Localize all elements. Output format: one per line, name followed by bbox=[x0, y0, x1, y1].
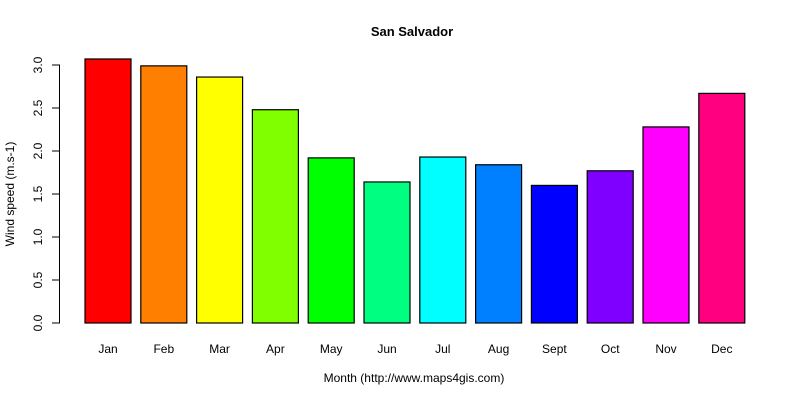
bar-jan bbox=[84, 58, 132, 324]
x-tick-label: May bbox=[320, 342, 343, 356]
bar-jun bbox=[363, 181, 411, 324]
y-tick-label: 1.5 bbox=[31, 185, 45, 202]
bar-aug bbox=[475, 164, 523, 324]
bar-feb bbox=[140, 65, 188, 324]
x-axis-label: Month (http://www.maps4gis.com) bbox=[324, 371, 505, 385]
bar-may bbox=[307, 157, 355, 324]
x-tick-label: Sept bbox=[542, 342, 567, 356]
x-tick-label: Feb bbox=[153, 342, 174, 356]
x-tick-label: Nov bbox=[655, 342, 676, 356]
y-tick-label: 2.5 bbox=[31, 99, 45, 116]
y-tick-label: 2.0 bbox=[31, 142, 45, 159]
bars bbox=[84, 58, 746, 324]
chart-title: San Salvador bbox=[371, 24, 453, 39]
x-tick-label: Aug bbox=[488, 342, 509, 356]
x-tick-label: Jul bbox=[435, 342, 450, 356]
bar-dec bbox=[698, 92, 746, 324]
bar-oct bbox=[586, 170, 634, 324]
y-tick-label: 0.0 bbox=[31, 314, 45, 331]
x-tick-label: Jun bbox=[377, 342, 396, 356]
y-axis-label: Wind speed (m.s-1) bbox=[3, 142, 17, 247]
x-tick-labels: Jan Feb Mar Apr May Jun Jul Aug Sept Oct Nov Dec bbox=[98, 342, 732, 356]
x-tick-label: Apr bbox=[266, 342, 285, 356]
bar-sept bbox=[530, 184, 579, 324]
x-tick-label: Jan bbox=[98, 342, 117, 356]
x-tick-label: Oct bbox=[601, 342, 620, 356]
x-tick-label: Dec bbox=[711, 342, 732, 356]
bar-apr bbox=[251, 109, 299, 324]
y-tick-label: 3.0 bbox=[31, 56, 45, 73]
bar-jul bbox=[419, 156, 467, 324]
bar-nov bbox=[642, 126, 690, 324]
x-tick-label: Mar bbox=[209, 342, 230, 356]
y-tick-label: 0.5 bbox=[31, 271, 45, 288]
y-axis: 0.0 0.5 1.0 1.5 2.0 2.5 3.0 bbox=[31, 56, 60, 331]
y-tick-label: 1.0 bbox=[31, 228, 45, 245]
bar-mar bbox=[196, 76, 244, 324]
